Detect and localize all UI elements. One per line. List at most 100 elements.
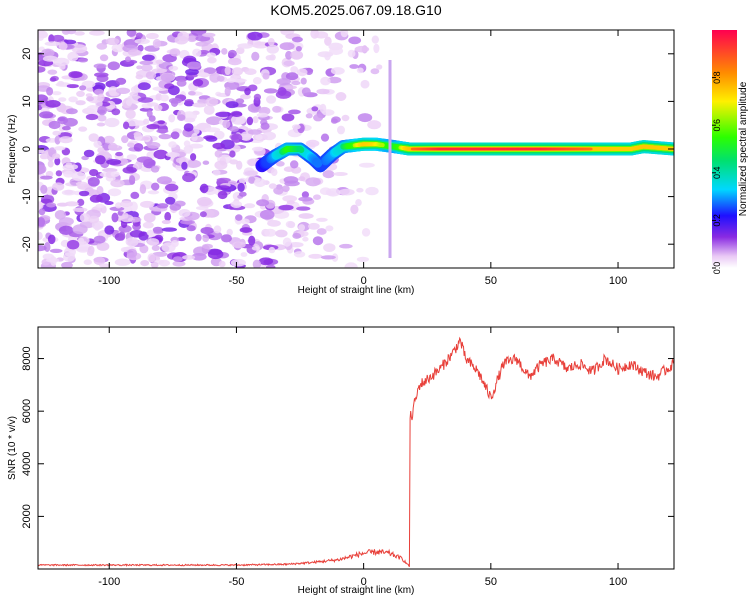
noise-cell [290, 50, 304, 60]
noise-cell [53, 57, 70, 67]
noise-cell [282, 237, 292, 247]
noise-cell [230, 201, 243, 208]
noise-cell [65, 201, 79, 207]
noise-cell [244, 68, 257, 75]
noise-cell [240, 94, 251, 100]
noise-cell [214, 150, 223, 158]
noise-cell [183, 140, 191, 147]
noise-cell [89, 30, 105, 36]
noise-cell [199, 183, 209, 194]
noise-cell [105, 37, 120, 46]
noise-cell [129, 230, 144, 238]
noise-cell [146, 141, 161, 149]
noise-cell [258, 257, 274, 266]
noise-cell [44, 41, 61, 46]
spectrogram-y-axis-label: Frequency (Hz) [7, 115, 18, 184]
noise-cell [146, 32, 159, 40]
noise-cell [52, 182, 65, 191]
noise-cell [327, 76, 342, 84]
noise-cell [238, 191, 247, 197]
noise-cell [38, 245, 47, 252]
noise-cell [140, 260, 150, 267]
noise-cell [128, 49, 141, 56]
noise-cell [356, 67, 364, 74]
noise-cell [40, 198, 53, 204]
noise-cell [176, 79, 187, 87]
noise-cell [263, 88, 278, 94]
noise-cell [251, 146, 264, 152]
snr-y-ticks: 2000 4000 6000 8000 [21, 346, 674, 529]
noise-cell [137, 82, 151, 91]
noise-cell [40, 175, 53, 180]
noise-cell [316, 217, 328, 222]
noise-cell [268, 183, 277, 189]
noise-cell [136, 65, 143, 70]
y-tick-label: 4000 [21, 452, 33, 476]
noise-cell [206, 116, 222, 126]
noise-cell [48, 120, 61, 130]
noise-cell [168, 65, 179, 71]
noise-cell [72, 224, 88, 235]
colorbar-label: Normalized spectral amplitude [738, 81, 749, 216]
noise-cell [296, 206, 311, 211]
noise-cell [296, 68, 308, 77]
noise-cell [312, 236, 324, 246]
noise-cell [168, 114, 176, 123]
colorbar-tick-label: 0.0 [712, 262, 722, 275]
noise-cell [81, 155, 89, 161]
noise-cell [197, 72, 210, 77]
noise-cell [111, 108, 121, 116]
noise-cell [181, 161, 188, 170]
noise-cell [183, 117, 196, 123]
noise-cell [182, 172, 196, 183]
noise-cell [104, 201, 114, 205]
noise-cell [58, 217, 74, 226]
noise-cell [136, 156, 153, 163]
noise-cell [216, 177, 231, 183]
noise-cell [267, 220, 281, 227]
noise-cell [38, 30, 48, 39]
noise-cell [168, 141, 177, 148]
noise-cell [212, 142, 225, 150]
noise-cell [282, 195, 298, 202]
noise-cell [290, 66, 299, 74]
noise-cell [133, 143, 144, 152]
noise-cell [227, 49, 237, 58]
noise-cell [313, 114, 324, 122]
noise-cell [171, 240, 179, 248]
noise-cell [330, 67, 345, 75]
noise-cell [231, 114, 247, 125]
noise-cell [59, 136, 73, 144]
noise-cell [283, 60, 295, 67]
noise-cell [207, 249, 224, 260]
noise-cell [94, 72, 109, 78]
noise-cell [252, 116, 259, 124]
noise-cell [205, 97, 219, 107]
noise-cell [291, 36, 303, 43]
noise-cell [51, 34, 65, 42]
noise-cell [53, 146, 66, 151]
noise-cell [239, 227, 253, 233]
noise-cell [265, 264, 276, 268]
noise-cell [218, 260, 226, 268]
noise-cell [71, 171, 86, 181]
y-tick-label: 20 [21, 48, 33, 60]
noise-cell [47, 160, 54, 168]
noise-cell [267, 38, 275, 46]
noise-cell [147, 238, 160, 246]
noise-cell [185, 159, 202, 168]
noise-cell [151, 245, 160, 251]
noise-cell [165, 152, 180, 158]
noise-cell [298, 196, 313, 202]
noise-cell [115, 77, 127, 85]
noise-cell [58, 97, 67, 102]
noise-cell [67, 51, 79, 62]
noise-cell [79, 85, 87, 91]
noise-cell [174, 35, 189, 45]
noise-cell [203, 135, 217, 140]
noise-cell [224, 66, 231, 75]
noise-cell [240, 131, 252, 141]
spectrogram-x-axis-label: Height of straight line (km) [298, 285, 415, 296]
noise-cell [237, 182, 245, 192]
ridge-segment [297, 146, 305, 153]
